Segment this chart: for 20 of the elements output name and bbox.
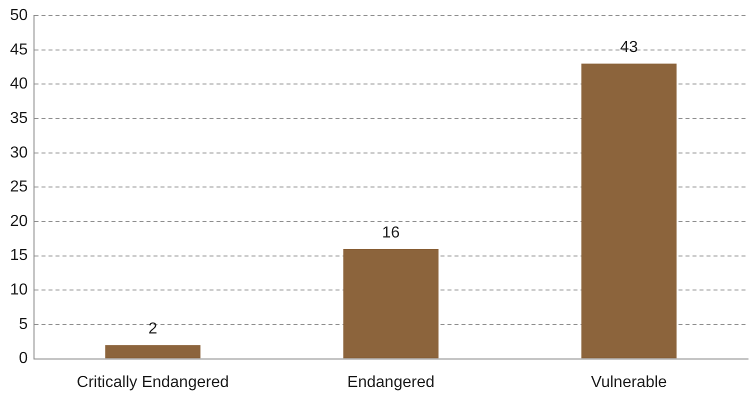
y-tick-label: 20	[10, 212, 28, 230]
y-tick-label: 10	[10, 282, 28, 299]
y-tick-label: 25	[10, 178, 28, 196]
y-tick-label: 35	[10, 110, 28, 127]
y-tick-label: 40	[10, 76, 28, 93]
bar	[105, 345, 200, 358]
data-label: 43	[620, 39, 638, 56]
y-tick-label: 30	[10, 144, 28, 162]
y-tick-label: 0	[18, 350, 28, 368]
y-tick-label: 50	[10, 7, 28, 24]
y-tick-label: 45	[10, 41, 28, 58]
y-tick-label: 5	[18, 316, 28, 333]
x-tick-label: Vulnerable	[591, 374, 668, 391]
bar	[581, 64, 677, 358]
data-label: 2	[148, 320, 158, 338]
x-tick-label: Endangered	[347, 374, 434, 391]
x-tick-label: Critically Endangered	[76, 374, 229, 391]
data-label: 16	[382, 224, 400, 242]
bar	[343, 248, 439, 358]
y-tick-label: 15	[10, 247, 28, 264]
